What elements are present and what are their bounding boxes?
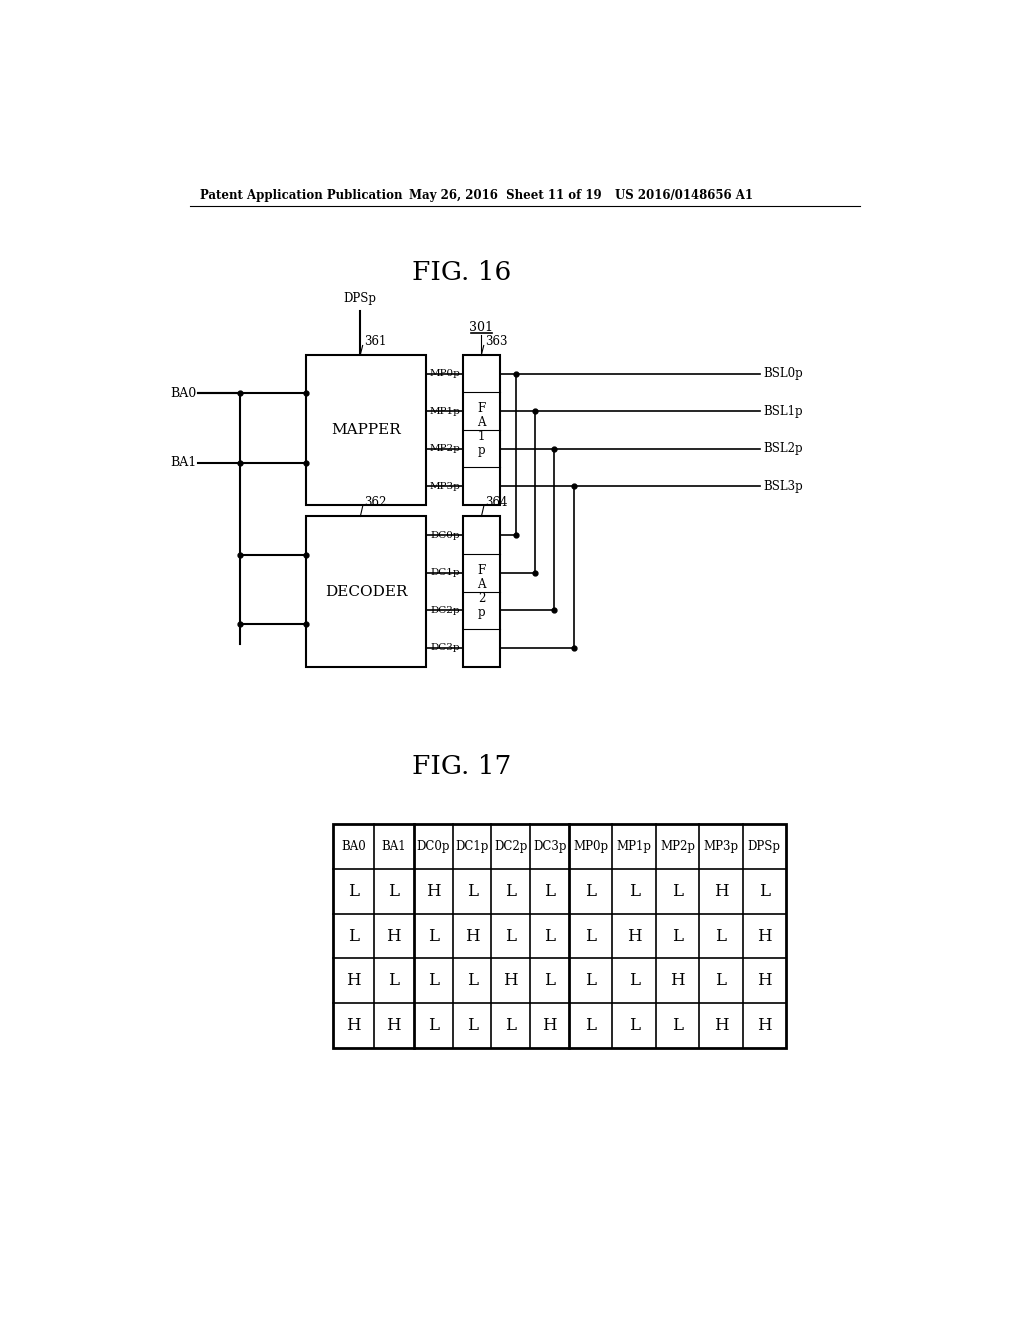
Text: L: L bbox=[585, 973, 596, 989]
Text: H: H bbox=[714, 883, 728, 900]
Text: L: L bbox=[388, 883, 399, 900]
Bar bbox=[306, 516, 426, 667]
Text: DC1p: DC1p bbox=[456, 841, 488, 853]
Text: DC0p: DC0p bbox=[417, 841, 451, 853]
Text: 362: 362 bbox=[365, 496, 386, 510]
Text: BA0: BA0 bbox=[341, 841, 366, 853]
Text: Patent Application Publication: Patent Application Publication bbox=[200, 189, 402, 202]
Text: BSL1p: BSL1p bbox=[764, 404, 803, 417]
Text: DECODER: DECODER bbox=[325, 585, 408, 598]
Text: BSL2p: BSL2p bbox=[764, 442, 803, 455]
Text: MP2p: MP2p bbox=[660, 841, 695, 853]
Text: L: L bbox=[629, 973, 640, 989]
Text: L: L bbox=[716, 928, 726, 945]
Text: L: L bbox=[506, 1016, 516, 1034]
Text: H: H bbox=[386, 928, 401, 945]
Text: L: L bbox=[544, 883, 555, 900]
Text: US 2016/0148656 A1: US 2016/0148656 A1 bbox=[614, 189, 753, 202]
Bar bbox=[463, 516, 500, 667]
Text: L: L bbox=[759, 883, 770, 900]
Text: BSL3p: BSL3p bbox=[764, 479, 803, 492]
Text: L: L bbox=[629, 1016, 640, 1034]
Text: MP3p: MP3p bbox=[703, 841, 738, 853]
Bar bbox=[306, 355, 426, 506]
Text: MP1p: MP1p bbox=[430, 407, 461, 416]
Text: F
A
1
p: F A 1 p bbox=[477, 403, 485, 457]
Text: H: H bbox=[504, 973, 518, 989]
Text: L: L bbox=[506, 928, 516, 945]
Text: L: L bbox=[348, 928, 359, 945]
Text: L: L bbox=[388, 973, 399, 989]
Text: 363: 363 bbox=[485, 335, 508, 348]
Text: H: H bbox=[670, 973, 685, 989]
Text: DC1p: DC1p bbox=[431, 568, 461, 577]
Text: DC3p: DC3p bbox=[532, 841, 566, 853]
Text: 364: 364 bbox=[485, 496, 508, 510]
Text: H: H bbox=[346, 1016, 360, 1034]
Text: 301: 301 bbox=[469, 321, 494, 334]
Text: L: L bbox=[428, 973, 439, 989]
Text: DPSp: DPSp bbox=[748, 841, 780, 853]
Text: L: L bbox=[716, 973, 726, 989]
Text: L: L bbox=[672, 1016, 683, 1034]
Text: DC3p: DC3p bbox=[431, 643, 461, 652]
Text: H: H bbox=[757, 973, 772, 989]
Text: L: L bbox=[428, 1016, 439, 1034]
Text: BSL0p: BSL0p bbox=[764, 367, 803, 380]
Text: L: L bbox=[544, 928, 555, 945]
Text: MP0p: MP0p bbox=[573, 841, 608, 853]
Text: L: L bbox=[467, 883, 477, 900]
Text: H: H bbox=[757, 1016, 772, 1034]
Text: DC0p: DC0p bbox=[431, 531, 461, 540]
Text: L: L bbox=[544, 973, 555, 989]
Bar bbox=[463, 355, 500, 506]
Text: FIG. 17: FIG. 17 bbox=[412, 754, 511, 779]
Text: MP2p: MP2p bbox=[430, 444, 461, 453]
Text: FIG. 16: FIG. 16 bbox=[412, 260, 511, 285]
Text: L: L bbox=[585, 883, 596, 900]
Text: L: L bbox=[585, 928, 596, 945]
Text: L: L bbox=[348, 883, 359, 900]
Text: F
A
2
p: F A 2 p bbox=[477, 564, 485, 619]
Text: H: H bbox=[714, 1016, 728, 1034]
Text: H: H bbox=[757, 928, 772, 945]
Text: 361: 361 bbox=[365, 335, 386, 348]
Text: L: L bbox=[467, 1016, 477, 1034]
Text: H: H bbox=[346, 973, 360, 989]
Text: L: L bbox=[585, 1016, 596, 1034]
Text: L: L bbox=[467, 973, 477, 989]
Text: H: H bbox=[426, 883, 440, 900]
Text: DPSp: DPSp bbox=[344, 292, 377, 305]
Text: DC2p: DC2p bbox=[431, 606, 461, 615]
Text: MAPPER: MAPPER bbox=[332, 422, 401, 437]
Text: H: H bbox=[465, 928, 479, 945]
Text: L: L bbox=[672, 883, 683, 900]
Text: L: L bbox=[629, 883, 640, 900]
Text: H: H bbox=[543, 1016, 557, 1034]
Text: BA0: BA0 bbox=[170, 387, 197, 400]
Text: H: H bbox=[386, 1016, 401, 1034]
Text: BA1: BA1 bbox=[382, 841, 407, 853]
Text: H: H bbox=[627, 928, 641, 945]
Text: DC2p: DC2p bbox=[495, 841, 527, 853]
Text: May 26, 2016  Sheet 11 of 19: May 26, 2016 Sheet 11 of 19 bbox=[410, 189, 602, 202]
Text: L: L bbox=[672, 928, 683, 945]
Text: MP1p: MP1p bbox=[616, 841, 651, 853]
Text: L: L bbox=[506, 883, 516, 900]
Bar bbox=[334, 825, 786, 1048]
Text: MP0p: MP0p bbox=[430, 370, 461, 378]
Text: L: L bbox=[428, 928, 439, 945]
Text: BA1: BA1 bbox=[170, 455, 197, 469]
Text: MP3p: MP3p bbox=[430, 482, 461, 491]
